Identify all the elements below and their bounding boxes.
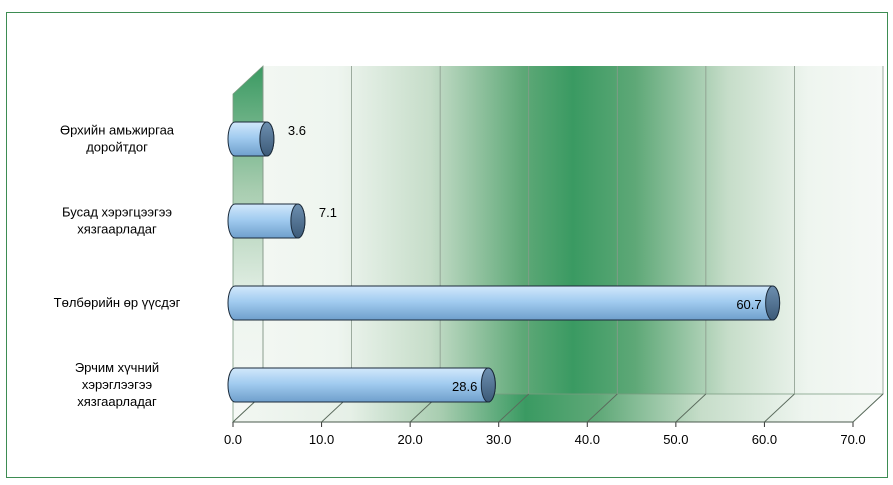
category-label: Өрхийн амьжиргаа доройтдог <box>60 123 175 155</box>
x-tick-label: 50.0 <box>663 432 688 447</box>
category-label: Эрчим хүчний хэрэглээгээ хязгаарладаг <box>75 360 159 409</box>
bar-body <box>227 285 781 321</box>
bar <box>227 285 781 321</box>
floor-gridline <box>498 393 530 423</box>
floor-gridline <box>852 393 884 423</box>
bars <box>227 121 781 403</box>
floor-gridline <box>764 393 795 423</box>
category-labels: Өрхийн амьжиргаа доройтдог Бусад хэрэгцээг… <box>54 123 181 410</box>
data-label: 7.1 <box>319 205 337 220</box>
category-label-line: Эрчим хүчний <box>75 360 159 375</box>
category-label-line: Төлбөрийн өр үүсдэг <box>54 295 181 310</box>
category-label-line: хязгаарладаг <box>77 394 157 409</box>
x-axis-tick-labels: 0.0 10.0 20.0 30.0 40.0 50.0 60.0 70.0 <box>224 432 866 447</box>
x-tick-label: 40.0 <box>575 432 600 447</box>
category-label-line: хязгаарладаг <box>77 222 157 237</box>
bar <box>227 121 275 157</box>
back-wall <box>263 66 883 394</box>
category-label-line: доройтдог <box>86 140 148 155</box>
x-tick-label: 60.0 <box>752 432 777 447</box>
data-label: 60.7 <box>736 297 761 312</box>
bar-cap <box>259 121 275 157</box>
category-label-line: Бусад хэрэгцээгээ <box>62 205 172 220</box>
category-label-line: хэрэглээгээ <box>82 377 153 392</box>
x-tick-label: 70.0 <box>840 432 865 447</box>
data-label: 28.6 <box>452 379 477 394</box>
bar-cap <box>765 285 781 321</box>
floor-gridline <box>675 393 707 423</box>
bar <box>227 203 306 239</box>
bar-cap <box>480 367 496 403</box>
category-label: Бусад хэрэгцээгээ хязгаарладаг <box>62 205 172 237</box>
floor-gridline <box>586 393 618 423</box>
bar-cap <box>290 203 306 239</box>
category-label-line: Өрхийн амьжиргаа <box>60 123 175 138</box>
x-tick-label: 30.0 <box>486 432 511 447</box>
bar <box>227 367 496 403</box>
x-tick-label: 20.0 <box>397 432 422 447</box>
category-label: Төлбөрийн өр үүсдэг <box>54 295 181 310</box>
x-tick-label: 0.0 <box>224 432 242 447</box>
data-label: 3.6 <box>288 123 306 138</box>
x-tick-label: 10.0 <box>309 432 334 447</box>
data-labels: 3.6 7.1 60.7 28.6 <box>288 123 762 394</box>
